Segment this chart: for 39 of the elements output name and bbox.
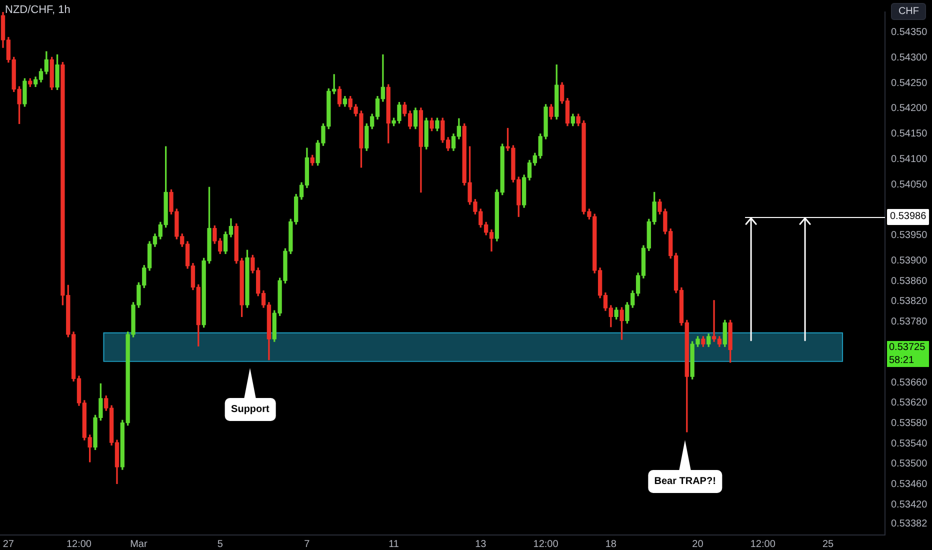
y-tick-label: 0.53420	[891, 499, 928, 510]
y-tick-label: 0.54150	[891, 128, 928, 140]
x-tick-label: 20	[692, 538, 704, 550]
text: 58:21	[887, 354, 929, 367]
y-tick-label: 0.53900	[891, 256, 928, 267]
y-tick-label: 0.53950	[891, 230, 928, 242]
x-tick-label: 7	[304, 538, 310, 550]
x-tick-label: Mar	[130, 538, 148, 550]
y-tick-label: 0.54350	[891, 27, 928, 38]
y-tick-label: 0.53540	[891, 438, 928, 450]
y-tick-label: 0.53580	[891, 418, 928, 430]
x-tick-label: 13	[475, 538, 487, 550]
x-tick-label: 12:00	[533, 538, 559, 550]
y-tick-label: 0.53780	[891, 316, 928, 328]
y-tick-label: 0.53620	[891, 398, 928, 409]
y-tick-label: 0.54050	[891, 179, 928, 190]
y-tick-label: 0.54100	[891, 154, 928, 165]
chart-title: NZD/CHF, 1h	[5, 4, 70, 16]
y-tick-label: 0.53460	[891, 478, 928, 490]
text: 0.53725	[887, 340, 929, 354]
x-tick-label: 27	[2, 538, 14, 550]
y-tick-label: 0.54200	[891, 103, 928, 114]
x-tick-label: 18	[605, 538, 617, 550]
y-tick-label: 0.54300	[891, 52, 928, 64]
y-tick-label: 0.53382	[891, 518, 928, 530]
y-tick-label: 0.53860	[891, 276, 928, 287]
x-tick-label: 12:00	[66, 538, 92, 550]
annotation: Support	[225, 398, 276, 421]
y-tick-label: 0.53820	[891, 296, 928, 308]
x-tick-label: 12:00	[750, 538, 776, 550]
y-tick-label: 0.53660	[891, 377, 928, 388]
y-axis-title: CHF	[891, 3, 926, 20]
x-tick-label: 25	[822, 538, 834, 550]
x-tick-label: 5	[217, 538, 224, 550]
y-tick-label: 0.53500	[891, 458, 928, 470]
x-tick-label: 11	[388, 538, 400, 550]
y-tick-label: 0.54250	[891, 78, 928, 89]
annotation: Bear TRAP?!	[648, 470, 722, 493]
ref-line-label: 0.53986	[887, 209, 930, 226]
